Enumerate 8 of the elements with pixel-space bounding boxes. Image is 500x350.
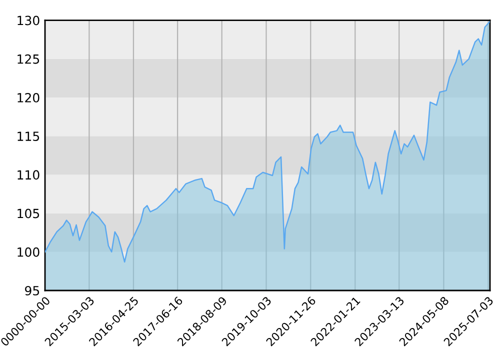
y-tick-label: 115 — [18, 132, 40, 142]
y-tick-label: 100 — [18, 247, 40, 257]
y-tick-label: 110 — [18, 170, 40, 180]
y-tick-label: 95 — [25, 286, 40, 296]
y-tick-label: 120 — [18, 92, 40, 102]
y-tick-label: 105 — [18, 208, 40, 218]
y-tick-label: 130 — [18, 16, 40, 26]
y-tick-label: 125 — [18, 54, 40, 64]
